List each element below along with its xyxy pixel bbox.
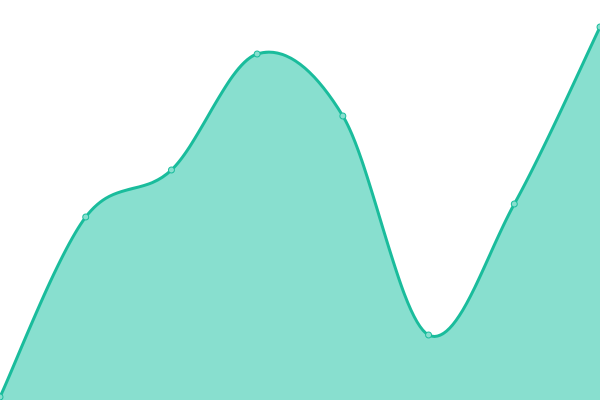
data-point-4 (339, 112, 347, 120)
data-points (0, 23, 600, 400)
data-point-1 (82, 213, 90, 221)
data-point-6 (510, 200, 518, 208)
data-point-2 (167, 166, 175, 174)
data-point-3 (253, 50, 261, 58)
data-point-5 (425, 331, 433, 339)
area-fill (0, 27, 600, 400)
data-point-0 (0, 393, 4, 400)
series-line (0, 26, 600, 398)
data-point-7 (596, 23, 600, 31)
